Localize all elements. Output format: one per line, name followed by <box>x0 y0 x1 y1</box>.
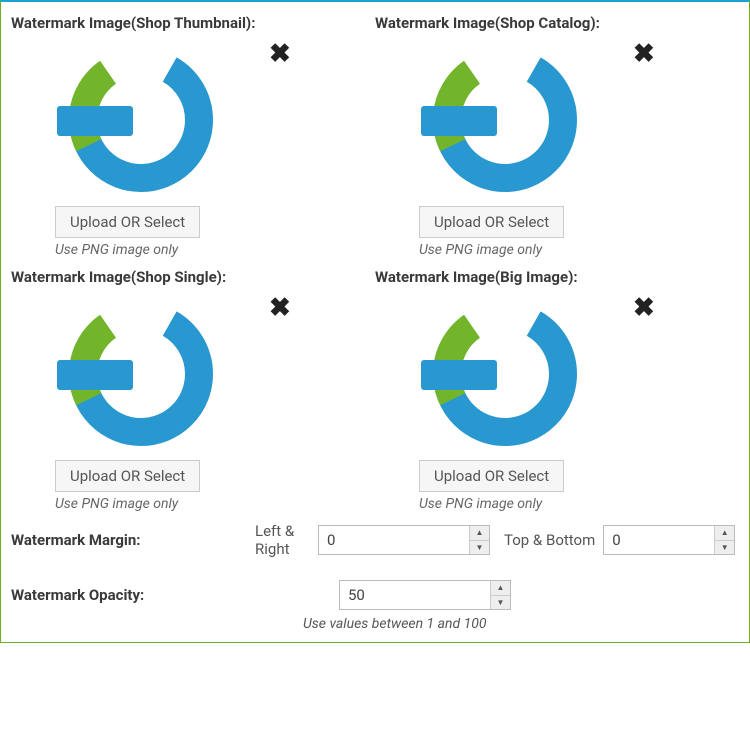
left-right-input-wrap: ▲▼ <box>318 525 490 555</box>
upload-block-single: ✖ Upload OR Select Use PNG image only <box>11 290 375 512</box>
left-right-label: Left & Right <box>255 522 318 558</box>
top-bottom-spinner[interactable]: ▲▼ <box>714 526 734 554</box>
watermark-settings-panel: Watermark Image(Shop Thumbnail): ✖ Uploa… <box>0 0 750 643</box>
remove-single-icon[interactable]: ✖ <box>269 294 291 320</box>
label-shop-thumbnail: Watermark Image(Shop Thumbnail): <box>11 10 375 36</box>
upload-select-button-catalog[interactable]: Upload OR Select <box>419 206 564 238</box>
upload-block-big: ✖ Upload OR Select Use PNG image only <box>375 290 739 512</box>
upload-block-catalog: ✖ Upload OR Select Use PNG image only <box>375 36 739 258</box>
remove-thumbnail-icon[interactable]: ✖ <box>269 40 291 66</box>
top-bottom-input[interactable] <box>604 526 714 554</box>
hint-catalog: Use PNG image only <box>419 238 739 258</box>
top-bottom-label: Top & Bottom <box>504 531 603 549</box>
opacity-row: Watermark Opacity: ▲▼ <box>11 558 739 610</box>
top-bottom-input-wrap: ▲▼ <box>603 525 735 555</box>
opacity-input[interactable] <box>340 581 490 609</box>
label-shop-catalog: Watermark Image(Shop Catalog): <box>375 10 739 36</box>
hint-big: Use PNG image only <box>419 492 739 512</box>
upload-row-2: Watermark Image(Shop Single): ✖ Upload O… <box>11 264 739 512</box>
label-shop-single: Watermark Image(Shop Single): <box>11 264 375 290</box>
hint-thumbnail: Use PNG image only <box>55 238 375 258</box>
opacity-label: Watermark Opacity: <box>11 586 339 604</box>
watermark-preview-single <box>55 294 230 454</box>
upload-col-single: Watermark Image(Shop Single): ✖ Upload O… <box>11 264 375 512</box>
margin-row: Watermark Margin: Left & Right ▲▼ Top & … <box>11 512 739 558</box>
upload-row-1: Watermark Image(Shop Thumbnail): ✖ Uploa… <box>11 10 739 258</box>
upload-select-button-single[interactable]: Upload OR Select <box>55 460 200 492</box>
label-big-image: Watermark Image(Big Image): <box>375 264 739 290</box>
watermark-preview-catalog <box>419 40 594 200</box>
margin-left-right-group: Left & Right ▲▼ <box>255 522 490 558</box>
opacity-spinner[interactable]: ▲▼ <box>490 581 510 609</box>
upload-col-thumbnail: Watermark Image(Shop Thumbnail): ✖ Uploa… <box>11 10 375 258</box>
upload-select-button-big[interactable]: Upload OR Select <box>419 460 564 492</box>
upload-col-catalog: Watermark Image(Shop Catalog): ✖ Upload … <box>375 10 739 258</box>
left-right-spinner[interactable]: ▲▼ <box>469 526 489 554</box>
left-right-input[interactable] <box>319 526 469 554</box>
opacity-input-wrap: ▲▼ <box>339 580 511 610</box>
margin-label: Watermark Margin: <box>11 531 255 549</box>
upload-select-button-thumbnail[interactable]: Upload OR Select <box>55 206 200 238</box>
opacity-hint: Use values between 1 and 100 <box>11 610 739 632</box>
upload-col-big: Watermark Image(Big Image): ✖ Upload OR … <box>375 264 739 512</box>
watermark-preview-big <box>419 294 594 454</box>
watermark-preview-thumbnail <box>55 40 230 200</box>
remove-big-icon[interactable]: ✖ <box>633 294 655 320</box>
upload-block-thumbnail: ✖ Upload OR Select Use PNG image only <box>11 36 375 258</box>
hint-single: Use PNG image only <box>55 492 375 512</box>
margin-top-bottom-group: Top & Bottom ▲▼ <box>490 525 739 555</box>
remove-catalog-icon[interactable]: ✖ <box>633 40 655 66</box>
